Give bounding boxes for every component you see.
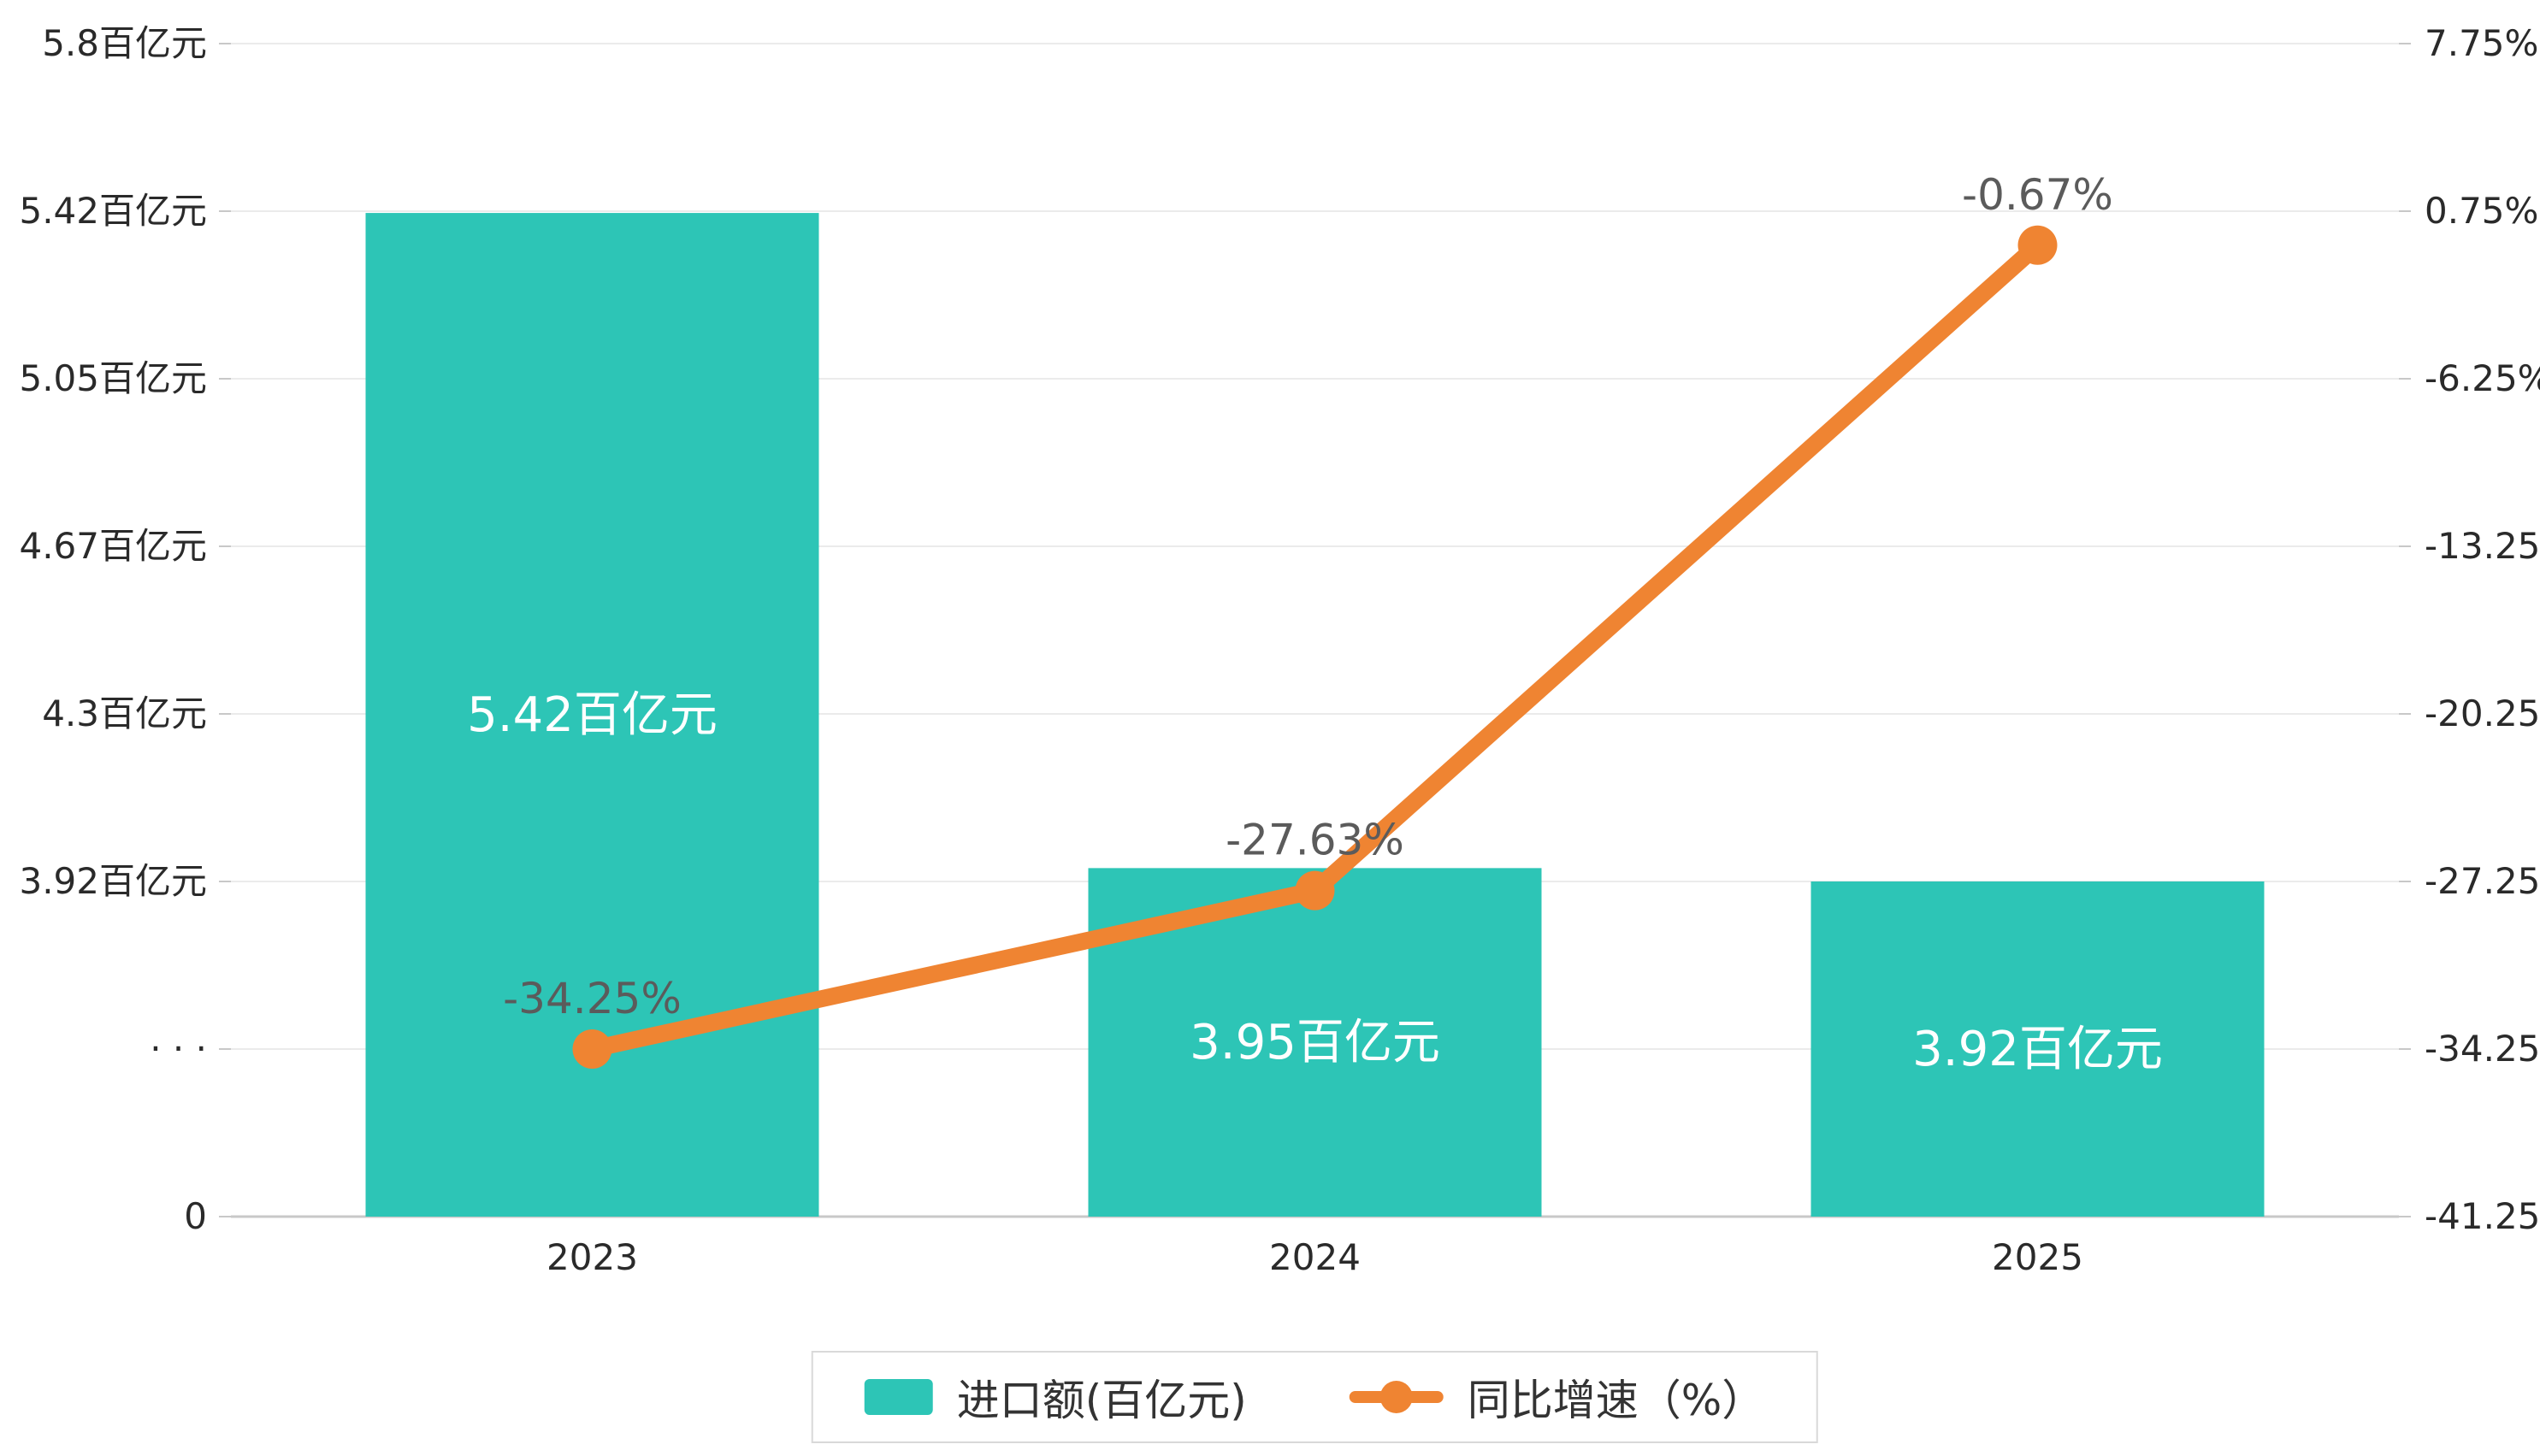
bar-swatch-icon bbox=[864, 1379, 933, 1415]
left-axis-label: 3.92百亿元 bbox=[19, 860, 207, 902]
legend-item-imports[interactable]: 进口额(百亿元) bbox=[864, 1366, 1247, 1428]
left-axis-label: 5.05百亿元 bbox=[19, 357, 207, 399]
line-point-label: -34.25% bbox=[503, 974, 682, 1023]
right-axis-label: -27.25% bbox=[2425, 860, 2540, 902]
line-point[interactable] bbox=[2017, 225, 2058, 265]
left-axis-label: 5.8百亿元 bbox=[42, 22, 207, 64]
x-axis-label: 2024 bbox=[1269, 1236, 1361, 1278]
right-axis-label: -34.25% bbox=[2425, 1028, 2540, 1070]
line-dot-icon bbox=[1379, 1381, 1413, 1413]
legend-label-growth: 同比增速（%） bbox=[1467, 1376, 1765, 1425]
line-point[interactable] bbox=[1295, 870, 1335, 911]
bar-value-label: 3.92百亿元 bbox=[1912, 1022, 2163, 1077]
legend: 进口额(百亿元) 同比增速（%） bbox=[811, 1351, 1818, 1443]
left-axis-label: 4.3百亿元 bbox=[42, 693, 207, 734]
right-axis-label: -41.25% bbox=[2425, 1195, 2540, 1237]
right-axis-label: 0.75% bbox=[2425, 190, 2538, 232]
x-axis-label: 2023 bbox=[546, 1236, 638, 1278]
right-axis-label: -20.25% bbox=[2425, 693, 2540, 734]
right-axis-label: -6.25% bbox=[2425, 357, 2540, 399]
line-swatch-icon bbox=[1349, 1381, 1444, 1413]
line-point[interactable] bbox=[572, 1029, 612, 1069]
left-axis-label: 5.42百亿元 bbox=[19, 190, 207, 232]
legend-item-growth[interactable]: 同比增速（%） bbox=[1349, 1366, 1765, 1428]
bar-value-label: 3.95百亿元 bbox=[1190, 1015, 1440, 1070]
line-point-label: -27.63% bbox=[1226, 816, 1404, 865]
left-axis-label: 0 bbox=[184, 1195, 207, 1237]
line-point-label: -0.67% bbox=[1962, 170, 2113, 220]
left-axis-label: · · · bbox=[150, 1028, 207, 1070]
legend-label-imports: 进口额(百亿元) bbox=[956, 1376, 1247, 1425]
left-axis-label: 4.67百亿元 bbox=[19, 525, 207, 567]
right-axis-label: -13.25% bbox=[2425, 525, 2540, 567]
x-axis-label: 2025 bbox=[1992, 1236, 2083, 1278]
right-axis-label: 7.75% bbox=[2425, 22, 2538, 64]
bar-value-label: 5.42百亿元 bbox=[467, 687, 718, 743]
bar[interactable] bbox=[1810, 881, 2265, 1217]
